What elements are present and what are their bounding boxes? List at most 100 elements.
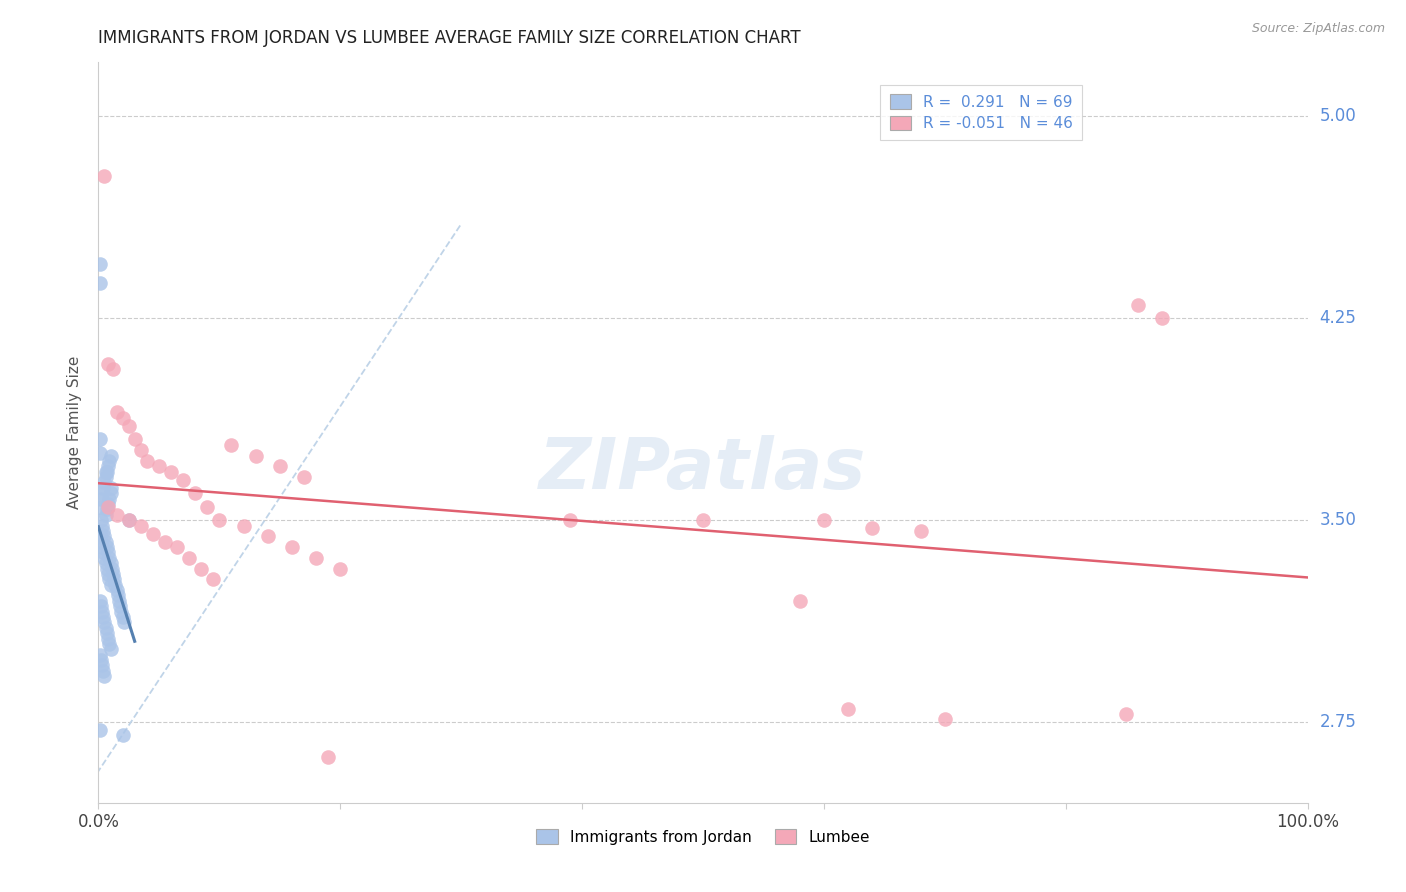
Point [96, 626, 118, 640]
Point [91, 518, 114, 533]
Point [148, 459, 170, 474]
Point [118, 513, 141, 527]
Point [837, 701, 859, 715]
Point [91, 664, 114, 678]
Point [100, 449, 122, 463]
Point [184, 486, 207, 500]
Point [91, 545, 114, 559]
Point [245, 449, 267, 463]
Point [93, 169, 115, 183]
Point [91, 658, 114, 673]
Point [142, 526, 165, 541]
Point [91, 605, 114, 619]
Point [91, 524, 114, 538]
Point [166, 540, 188, 554]
Point [112, 615, 135, 630]
Point [90, 491, 112, 506]
Point [105, 405, 128, 419]
Point [91, 486, 114, 500]
Point [93, 475, 115, 490]
Point [89, 526, 111, 541]
Point [97, 566, 120, 581]
Point [97, 497, 120, 511]
Point [232, 518, 254, 533]
Point [98, 572, 121, 586]
Point [89, 433, 111, 447]
Point [89, 723, 111, 738]
Point [118, 418, 141, 433]
Point [292, 470, 315, 484]
Point [94, 556, 117, 570]
Point [910, 524, 932, 538]
Point [97, 632, 120, 646]
Point [100, 642, 122, 657]
Point [93, 550, 115, 565]
Point [105, 583, 128, 598]
Point [94, 534, 117, 549]
Point [153, 534, 176, 549]
Point [118, 513, 141, 527]
Point [934, 712, 956, 726]
Point [813, 513, 835, 527]
Point [305, 550, 328, 565]
Point [90, 653, 112, 667]
Point [96, 561, 118, 575]
Point [101, 566, 124, 581]
Point [94, 508, 117, 522]
Point [860, 521, 883, 535]
Text: 4.25: 4.25 [1320, 310, 1357, 327]
Point [98, 550, 121, 565]
Point [97, 500, 120, 514]
Point [89, 594, 111, 608]
Point [90, 599, 112, 614]
Point [90, 513, 112, 527]
Point [100, 481, 122, 495]
Text: 2.75: 2.75 [1320, 713, 1357, 731]
Point [91, 540, 114, 554]
Point [789, 594, 811, 608]
Point [195, 500, 218, 514]
Point [1152, 311, 1174, 326]
Point [108, 599, 131, 614]
Point [110, 605, 132, 619]
Point [94, 470, 117, 484]
Point [190, 561, 212, 575]
Point [97, 459, 120, 474]
Point [93, 669, 115, 683]
Point [329, 561, 352, 575]
Point [93, 615, 115, 630]
Point [208, 513, 231, 527]
Point [107, 589, 129, 603]
Point [96, 465, 118, 479]
Text: IMMIGRANTS FROM JORDAN VS LUMBEE AVERAGE FAMILY SIZE CORRELATION CHART: IMMIGRANTS FROM JORDAN VS LUMBEE AVERAGE… [98, 29, 801, 47]
Point [111, 729, 134, 743]
Point [89, 257, 111, 271]
Point [281, 540, 304, 554]
Point [98, 491, 121, 506]
Point [96, 502, 118, 516]
Point [89, 648, 111, 662]
Point [97, 357, 120, 371]
Point [108, 594, 131, 608]
Point [101, 362, 124, 376]
Point [94, 465, 117, 479]
Point [202, 572, 225, 586]
Point [98, 637, 121, 651]
Point [89, 500, 111, 514]
Point [316, 750, 339, 764]
Text: 3.50: 3.50 [1320, 511, 1357, 529]
Point [256, 529, 278, 543]
Point [269, 459, 291, 474]
Point [179, 550, 201, 565]
Point [104, 578, 127, 592]
Point [100, 556, 122, 570]
Point [100, 486, 122, 500]
Point [89, 276, 111, 290]
Text: 5.00: 5.00 [1320, 107, 1357, 125]
Point [96, 540, 118, 554]
Point [221, 438, 243, 452]
Y-axis label: Average Family Size: Average Family Size [67, 356, 83, 509]
Point [111, 610, 134, 624]
Point [93, 529, 115, 543]
Point [91, 610, 114, 624]
